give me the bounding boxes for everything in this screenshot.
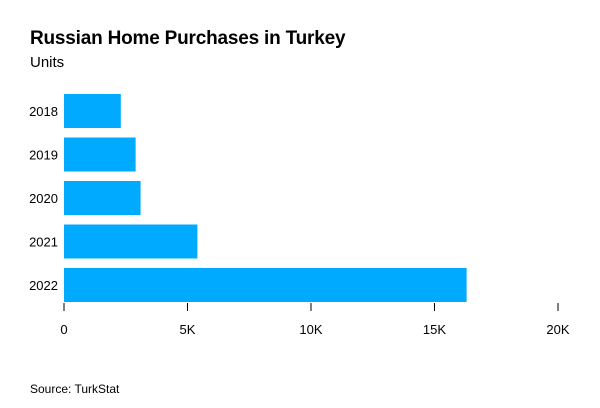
x-tick-label: 20K — [546, 322, 569, 337]
chart-subtitle: Units — [30, 54, 65, 71]
bar-2022 — [64, 268, 467, 302]
bars-layer — [64, 94, 467, 302]
x-tick-label: 5K — [180, 322, 196, 337]
x-tick-label: 10K — [299, 322, 322, 337]
category-labels: 2018 2019 2020 2021 2022 — [29, 104, 58, 293]
bar-2020 — [64, 181, 141, 215]
category-label-2019: 2019 — [29, 148, 58, 163]
category-label-2018: 2018 — [29, 104, 58, 119]
x-axis-ticks: 0 5K 10K 15K 20K — [60, 303, 570, 337]
category-label-2020: 2020 — [29, 191, 58, 206]
x-tick-label: 0 — [60, 322, 67, 337]
bar-2019 — [64, 137, 136, 172]
category-label-2022: 2022 — [29, 278, 58, 293]
source-note: Source: TurkStat — [30, 382, 120, 396]
chart-title: Russian Home Purchases in Turkey — [30, 28, 346, 49]
category-label-2021: 2021 — [29, 235, 58, 250]
bar-2018 — [64, 94, 121, 128]
bar-2021 — [64, 224, 198, 259]
x-tick-label: 15K — [423, 322, 446, 337]
